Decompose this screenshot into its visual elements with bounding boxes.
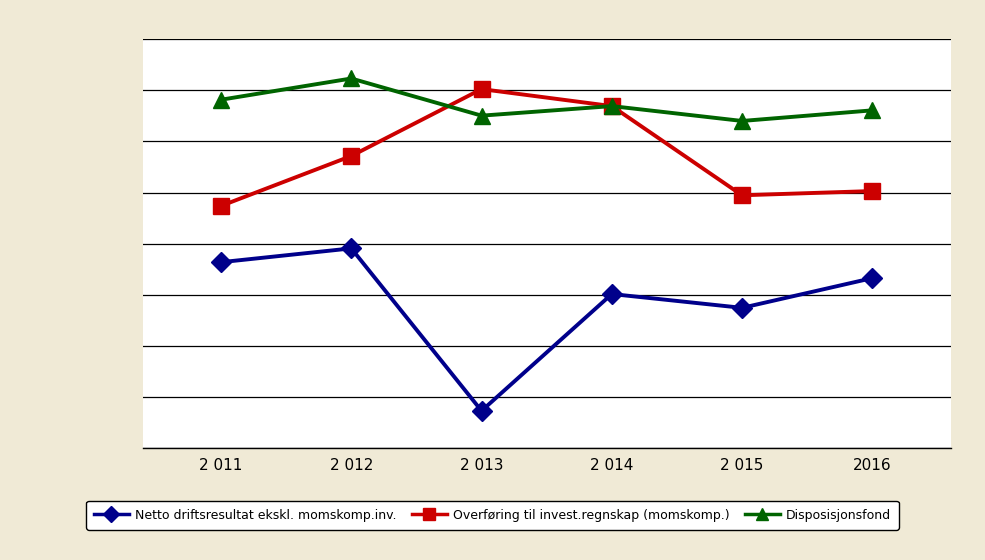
Legend: Netto driftsresultat ekskl. momskomp.inv., Overføring til invest.regnskap (momsk: Netto driftsresultat ekskl. momskomp.inv… [87,501,898,530]
